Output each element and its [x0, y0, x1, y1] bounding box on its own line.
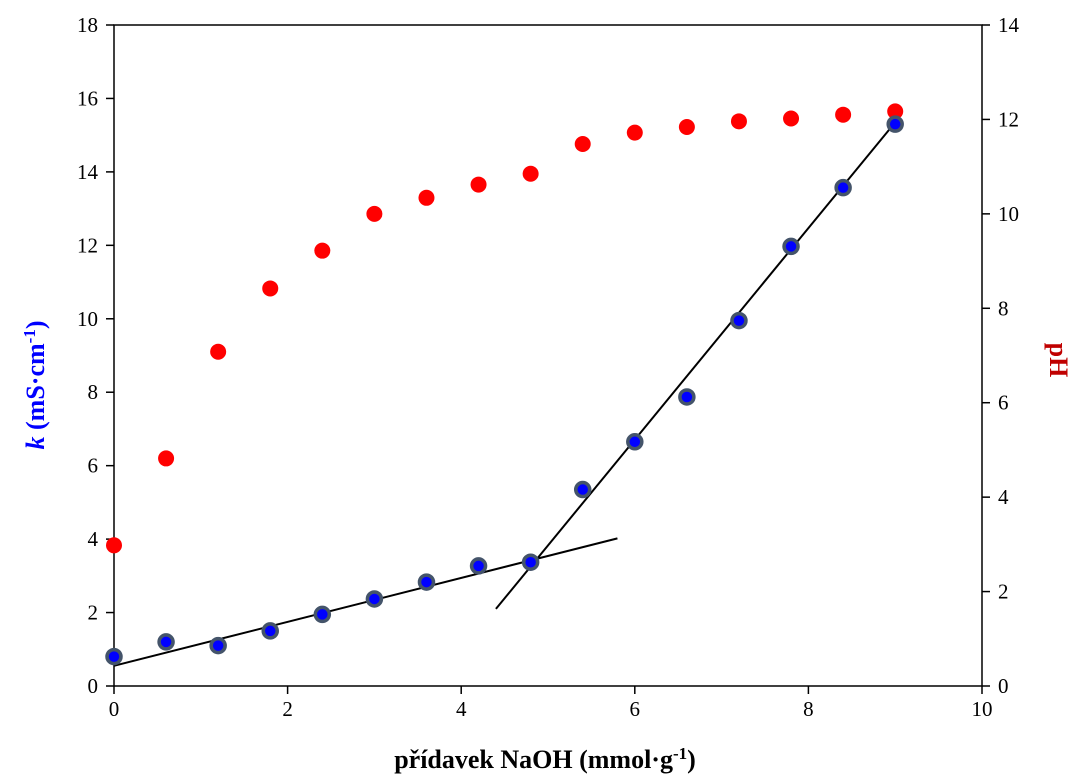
y-tick-label: 8 — [88, 380, 99, 404]
y-tick-label: 14 — [77, 160, 99, 184]
ph-point — [835, 106, 852, 123]
conductivity-point — [573, 480, 592, 499]
conductivity-point — [521, 553, 540, 571]
conductivity-point — [469, 557, 488, 575]
ph-point — [262, 280, 279, 297]
plot-frame — [113, 24, 983, 687]
conductivity-point — [782, 237, 800, 256]
x-tick-label: 0 — [109, 697, 120, 721]
ph-point — [470, 176, 487, 193]
conductivity-point — [209, 636, 227, 655]
x-tick-label: 2 — [282, 697, 293, 721]
y2-tick-label: 12 — [998, 107, 1019, 131]
y2-axis-ticks: 0 2 4 6 8 10 12 14 — [982, 13, 1020, 698]
series-ph — [106, 103, 904, 554]
ph-point — [158, 450, 175, 467]
ph-point — [730, 113, 747, 130]
x-tick-label: 6 — [630, 697, 641, 721]
y-tick-label: 18 — [77, 13, 98, 37]
conductivity-point — [678, 388, 696, 406]
ph-point — [522, 165, 539, 182]
y2-tick-label: 8 — [998, 296, 1009, 320]
x-tick-label: 10 — [972, 697, 993, 721]
ph-point — [106, 537, 122, 554]
conductivity-point — [730, 311, 748, 330]
x-tick-label: 4 — [456, 697, 467, 721]
y-tick-label: 6 — [88, 454, 99, 478]
y-tick-label: 12 — [77, 233, 98, 257]
y-tick-label: 0 — [88, 674, 99, 698]
y2-tick-label: 2 — [998, 580, 1009, 604]
ph-point — [678, 118, 695, 135]
y2-tick-label: 10 — [998, 202, 1019, 226]
conductivity-point — [834, 178, 852, 197]
y-tick-label: 2 — [88, 601, 99, 625]
ph-point — [210, 343, 227, 360]
y2-tick-label: 4 — [998, 485, 1009, 509]
y-tick-label: 4 — [88, 527, 99, 551]
ph-point — [366, 205, 383, 222]
series-conductivity — [105, 115, 904, 666]
x-axis-ticks: 0 2 4 6 8 10 — [109, 686, 993, 721]
ph-point — [783, 110, 800, 127]
y-axis-ticks: 0 2 4 6 8 10 12 14 16 18 — [77, 13, 114, 698]
ph-point — [418, 189, 435, 206]
ph-point — [314, 242, 331, 259]
y2-tick-label: 14 — [998, 13, 1020, 37]
ph-point — [626, 124, 643, 141]
conductivity-point — [105, 647, 123, 666]
conductivity-point — [313, 605, 332, 624]
fit-line-1 — [113, 537, 618, 667]
conductivity-point — [886, 115, 904, 133]
fit-lines — [113, 121, 896, 667]
y2-tick-label: 0 — [998, 674, 1009, 698]
conductivity-point — [157, 633, 175, 651]
y-axis-title: k (mS·cm-1) — [20, 321, 51, 450]
conductivity-point — [261, 622, 279, 640]
ph-point — [887, 103, 904, 120]
conductivity-point — [626, 433, 644, 451]
ph-point — [574, 135, 591, 152]
y2-axis-title: pH — [1044, 343, 1073, 378]
y-tick-label: 16 — [77, 86, 98, 110]
y2-tick-label: 6 — [998, 391, 1009, 415]
plot-border — [113, 24, 983, 687]
fit-line-2 — [495, 121, 896, 610]
x-tick-label: 8 — [803, 697, 814, 721]
x-axis-title: přídavek NaOH (mmol·g-1) — [394, 744, 696, 775]
conductivity-point — [417, 573, 436, 591]
y-tick-label: 10 — [77, 307, 98, 331]
conductivity-point — [365, 590, 384, 608]
